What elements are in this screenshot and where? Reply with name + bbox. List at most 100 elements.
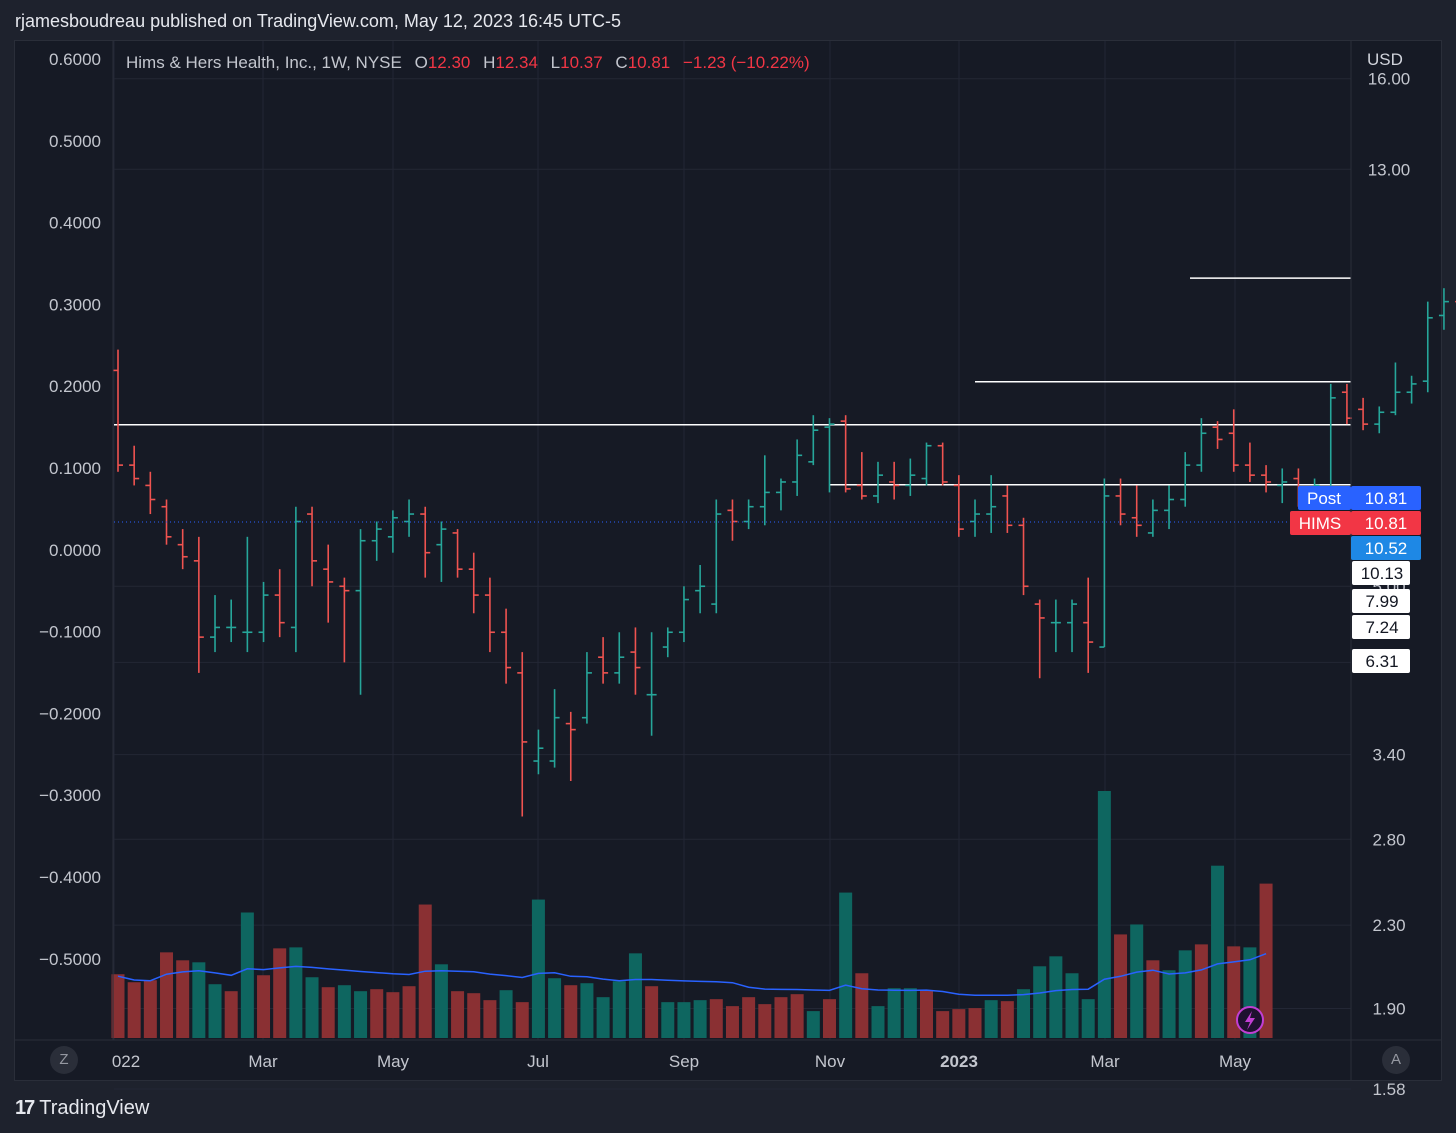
time-axis-tick: 2023 xyxy=(940,1052,978,1071)
level-tag: 7.99 xyxy=(1352,589,1410,613)
change-value: −1.23 (−10.22%) xyxy=(682,53,810,72)
price-axis-tick: 1.58 xyxy=(1372,1080,1405,1099)
ohlc-bar xyxy=(678,586,689,643)
volume-bar xyxy=(499,990,513,1038)
time-axis-tick: Mar xyxy=(248,1052,278,1071)
volume-bar xyxy=(920,990,933,1038)
ma-tag: 10.52 xyxy=(1351,536,1421,560)
ohlc-bar xyxy=(290,506,301,653)
volume-bar xyxy=(1049,956,1063,1038)
ohlc-bar xyxy=(387,510,398,553)
level-tags: 10.13 7.99 7.24 6.31 xyxy=(1352,561,1410,673)
level-tag-value: 7.99 xyxy=(1365,592,1398,611)
volume-bar xyxy=(936,1011,950,1038)
volume-bar xyxy=(434,964,448,1038)
volume-bar xyxy=(742,997,756,1038)
ohlc-bar xyxy=(371,521,382,561)
symbol-tag: HIMS 10.81 xyxy=(1290,511,1421,535)
left-axis: 0.6000 0.5000 0.4000 0.3000 0.2000 0.1000 0.00… xyxy=(39,50,101,969)
ohlc-bar xyxy=(1180,452,1191,507)
volume-bar xyxy=(839,892,853,1038)
ohlc-bar xyxy=(1244,442,1255,482)
volume-bar xyxy=(952,1009,966,1038)
ohlc-bar xyxy=(856,452,867,500)
ohlc-bar xyxy=(630,627,641,695)
ohlc-bar xyxy=(986,475,997,533)
volume-bar xyxy=(968,1008,982,1038)
publisher-bar: rjamesboudreau published on TradingView.… xyxy=(0,0,1456,44)
auto-scale-button[interactable]: A xyxy=(1382,1046,1410,1074)
left-axis-tick: −0.4000 xyxy=(39,868,101,887)
ohlc-bar xyxy=(711,499,722,614)
ohlc-bar xyxy=(1422,301,1433,393)
ohlc-bar xyxy=(452,529,463,578)
high-value: 12.34 xyxy=(495,53,538,72)
low-key: L xyxy=(550,53,561,72)
ma-tag-value: 10.52 xyxy=(1365,539,1408,558)
volume-bar xyxy=(127,982,141,1038)
volume-bar xyxy=(984,1000,998,1038)
ohlc-bar xyxy=(113,349,123,472)
volume-bar xyxy=(1000,1001,1014,1038)
volume-bar xyxy=(160,952,174,1038)
zoom-button[interactable]: Z xyxy=(50,1046,78,1074)
publisher-text: rjamesboudreau published on TradingView.… xyxy=(15,11,622,31)
volume-bar xyxy=(305,977,319,1038)
ohlc-bar xyxy=(1358,397,1369,431)
ohlc-bar xyxy=(177,529,188,570)
volume-bar xyxy=(709,999,723,1038)
tradingview-logo[interactable]: 17 TradingView xyxy=(15,1097,149,1120)
left-axis-tick: 0.5000 xyxy=(49,132,101,151)
left-axis-tick: 0.0000 xyxy=(49,541,101,560)
ohlc-bar xyxy=(614,632,625,684)
volume-bar xyxy=(451,991,465,1038)
tradingview-logo-icon: 17 xyxy=(15,1097,35,1119)
ohlc-bar xyxy=(533,729,544,775)
ohlc-bar xyxy=(501,608,512,684)
volume-bar xyxy=(240,912,254,1038)
ohlc-bar xyxy=(646,632,657,736)
time-axis-tick: 022 xyxy=(112,1052,140,1071)
lightning-icon[interactable] xyxy=(1236,1006,1264,1034)
ohlc-bar xyxy=(1277,468,1288,504)
volume-bar xyxy=(370,989,384,1038)
volume-bar xyxy=(354,991,368,1038)
price-axis-tick: 16.00 xyxy=(1368,70,1411,89)
ohlc-bar xyxy=(598,637,609,684)
open-value: 12.30 xyxy=(427,53,471,72)
volume-bars xyxy=(111,790,1273,1038)
ohlc-bar xyxy=(889,461,900,500)
level-tag: 6.31 xyxy=(1352,649,1410,673)
volume-bar xyxy=(871,1006,885,1038)
symbol-tag-label: HIMS xyxy=(1299,514,1342,533)
symbol-legend[interactable]: Hims & Hers Health, Inc., 1W, NYSE O12.3… xyxy=(126,53,810,73)
ohlc-bar xyxy=(307,506,318,587)
volume-bar xyxy=(677,1002,691,1038)
ohlc-bar xyxy=(323,544,334,623)
ohlc-bar xyxy=(1374,406,1385,434)
currency-label[interactable]: USD xyxy=(1367,50,1403,69)
ohlc-bar xyxy=(274,569,285,638)
ohlc-bars xyxy=(113,288,1456,817)
ohlc-bar xyxy=(872,461,883,504)
ohlc-bar xyxy=(226,599,237,643)
ohlc-bar xyxy=(1131,485,1142,537)
ohlc-bar xyxy=(484,577,495,653)
ohlc-bar xyxy=(727,499,738,541)
volume-bar xyxy=(1081,999,1095,1038)
ohlc-bar xyxy=(905,458,916,496)
volume-bar xyxy=(693,1000,707,1038)
volume-bar xyxy=(192,962,206,1038)
ohlc-bar xyxy=(1390,362,1401,416)
ohlc-bar xyxy=(242,536,253,653)
time-axis-tick: May xyxy=(1219,1052,1252,1071)
chart-frame[interactable] xyxy=(14,40,1442,1081)
high-key: H xyxy=(483,53,496,72)
time-axis-tick: Mar xyxy=(1090,1052,1120,1071)
ohlc-bar xyxy=(193,536,204,673)
volume-bar xyxy=(1065,973,1079,1038)
left-axis-tick: −0.2000 xyxy=(39,704,101,723)
left-axis-tick: 0.6000 xyxy=(49,50,101,69)
price-axis-tick: 1.90 xyxy=(1372,1000,1405,1019)
